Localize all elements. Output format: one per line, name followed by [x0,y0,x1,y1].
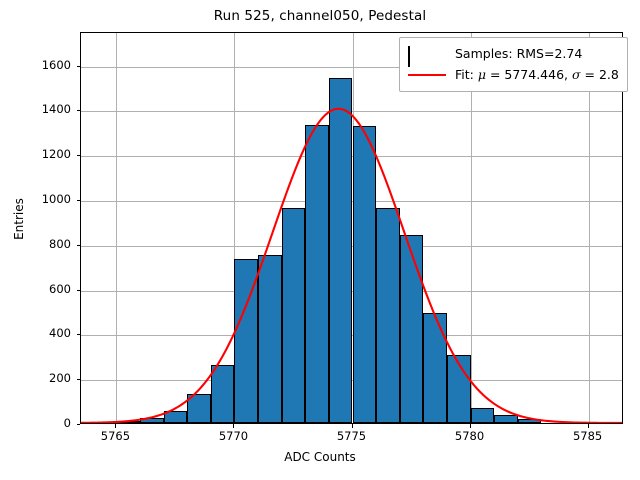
x-tick-mark [233,424,235,428]
histogram-bar [352,126,377,423]
y-tick-mark [76,110,80,112]
legend-label-samples: Samples: RMS=2.74 [455,46,583,61]
histogram-bar [210,365,235,423]
histogram-bar [187,393,211,423]
page-title: Run 525, channel050, Pedestal [213,8,427,24]
histogram-bar [399,235,424,423]
y-tick-mark [76,334,80,336]
legend-item-fit: Fit: μ = 5774.446, σ = 2.8 [408,64,619,85]
y-tick-mark [76,379,80,381]
y-tick-label: 1400 [41,102,71,117]
fit-line-icon [408,68,446,82]
histogram-bar [258,255,282,423]
y-tick-mark [76,289,80,291]
x-axis-label: ADC Counts [284,450,356,464]
x-tick-mark [351,424,353,428]
gridline-vertical [234,33,236,423]
y-tick-mark [76,244,80,246]
fit-path [81,107,622,423]
y-tick-mark [76,65,80,67]
histogram-bars [81,33,622,423]
gridline-vertical [588,33,590,423]
x-tick-label: 5770 [218,429,249,443]
y-tick-mark [76,424,80,425]
histogram-bar [470,408,495,423]
y-tick-label: 600 [49,281,71,296]
samples-patch-icon [408,45,446,67]
gridline-vertical [116,33,118,423]
histogram-bar [163,411,188,423]
x-tick-label: 5775 [336,429,367,443]
y-tick-label: 1200 [41,147,71,162]
y-tick-label: 1600 [41,57,71,72]
y-tick-label: 1000 [41,192,71,206]
gridline-vertical [470,33,472,423]
x-tick-label: 5765 [100,429,131,443]
histogram-bar [281,207,306,423]
x-tick-mark [469,424,471,428]
gaussian-fit-curve [81,107,622,423]
y-tick-mark [76,155,80,157]
y-tick-label: 0 [63,416,71,430]
x-tick-mark [115,424,117,428]
legend: Samples: RMS=2.74 Fit: μ = 5774.446, σ =… [399,37,628,92]
histogram-bar [494,414,518,423]
y-tick-label: 400 [49,326,71,341]
y-tick-label: 200 [49,371,71,386]
plot-area [80,32,623,424]
y-tick-mark [76,200,80,201]
x-tick-label: 5780 [454,429,485,443]
gridline-horizontal [81,66,622,68]
legend-item-samples: Samples: RMS=2.74 [408,43,619,67]
legend-label-fit: Fit: μ = 5774.446, σ = 2.8 [455,67,619,82]
y-tick-label: 800 [49,236,71,251]
y-axis-label: Entries [12,198,26,240]
x-tick-label: 5785 [572,429,603,443]
histogram-bar [328,78,353,423]
histogram-bar [376,207,400,423]
x-tick-mark [587,424,589,428]
histogram-bar [234,259,259,423]
